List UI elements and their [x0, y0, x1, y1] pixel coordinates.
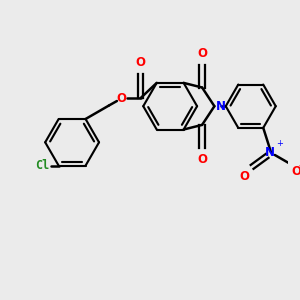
Text: O: O [239, 170, 249, 183]
Text: Cl: Cl [35, 159, 49, 172]
Text: O: O [136, 56, 146, 69]
Text: O: O [291, 165, 300, 178]
Text: N: N [216, 100, 226, 113]
Text: +: + [276, 139, 283, 148]
Text: -: - [299, 160, 300, 170]
Text: O: O [117, 92, 127, 105]
Text: N: N [265, 146, 275, 159]
Text: O: O [197, 47, 207, 60]
Text: O: O [197, 153, 207, 166]
